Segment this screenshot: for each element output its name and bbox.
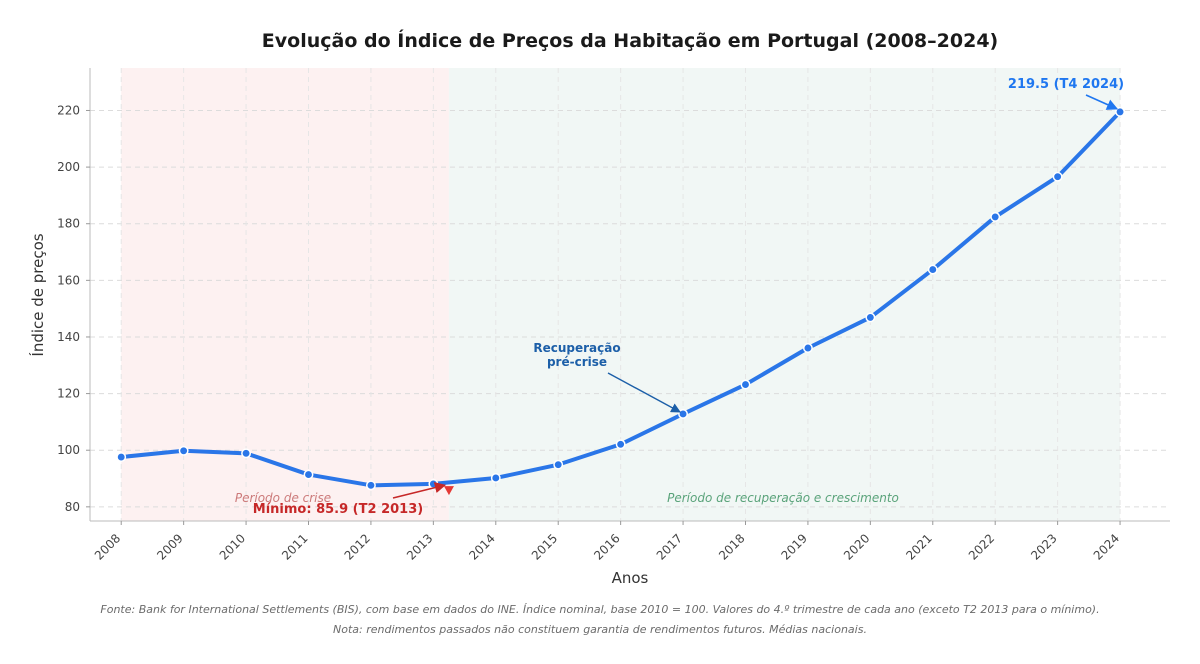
background-regions: [121, 68, 1121, 521]
x-tick-label: 2019: [779, 531, 810, 562]
x-tick-label: 2020: [841, 531, 872, 562]
x-tick-label: 2023: [1028, 531, 1059, 562]
axes: [89, 68, 1170, 522]
y-tick-label: 100: [57, 443, 80, 457]
y-tick-label: 200: [57, 160, 80, 174]
recovery-arrow: [607, 372, 681, 413]
data-point: [865, 312, 876, 323]
line-chart: Evolução do Índice de Preços da Habitaçã…: [28, 29, 1170, 587]
x-tick-label: 2013: [404, 531, 435, 562]
data-point: [116, 452, 127, 462]
y-tick-label: 120: [57, 387, 80, 401]
x-axis-label: Anos: [612, 569, 649, 587]
data-point: [615, 439, 626, 450]
data-point: [927, 264, 938, 275]
minimum-annotation: Mínimo: 85.9 (T2 2013): [253, 502, 423, 517]
data-point: [490, 473, 501, 483]
data-point: [740, 379, 751, 390]
y-tick-label: 180: [57, 217, 80, 231]
latest-annotation: 219.5 (T4 2024): [1008, 77, 1124, 92]
x-tick-label: 2015: [529, 531, 560, 562]
data-point: [365, 480, 376, 491]
y-tick-label: 160: [57, 273, 80, 287]
x-tick-label: 2014: [466, 531, 497, 562]
chart-title: Evolução do Índice de Preços da Habitaçã…: [262, 29, 998, 52]
region-label-crisis: Período de crise: [235, 491, 331, 505]
x-tick-label: 2017: [654, 531, 685, 562]
y-tick-label: 220: [57, 103, 80, 117]
y-axis-ticks: 80 100 120 140 160 180 200 220: [57, 103, 90, 514]
data-point: [303, 469, 314, 480]
y-tick-label: 140: [57, 330, 80, 344]
annotations: Período de crise Período de recuperação e…: [235, 77, 1124, 517]
data-point: [1052, 171, 1063, 182]
minimum-arrow: [392, 482, 447, 499]
data-point: [1115, 106, 1126, 117]
latest-arrow: [1085, 94, 1119, 110]
x-axis-ticks: 2008 2009 2010 2011 2012 2013 2014 2015 2016 2017…: [92, 521, 1122, 563]
data-point: [241, 448, 252, 459]
region-recovery: [448, 68, 1121, 521]
data-point: [178, 445, 189, 456]
source-footnote: Fonte: Bank for International Settlement…: [100, 603, 1100, 616]
data-point: [678, 409, 689, 419]
x-tick-label: 2024: [1091, 531, 1122, 562]
x-tick-label: 2008: [92, 531, 123, 562]
x-tick-label: 2016: [591, 531, 622, 562]
disclaimer-footnote: Nota: rendimentos passados não constitue…: [333, 623, 867, 636]
x-tick-label: 2011: [279, 531, 310, 562]
recovery-annotation-line2: pré-crise: [547, 355, 607, 369]
region-label-recovery: Período de recuperação e crescimento: [667, 491, 899, 505]
data-point: [802, 343, 813, 353]
recovery-annotation-line1: Recuperação: [533, 341, 620, 355]
x-tick-label: 2010: [217, 531, 248, 562]
x-tick-label: 2009: [154, 531, 185, 562]
minimum-marker: [443, 486, 454, 496]
x-tick-label: 2018: [716, 531, 747, 562]
x-tick-label: 2022: [966, 531, 997, 562]
gridlines: [90, 68, 1170, 521]
series-layer: [116, 106, 1126, 491]
region-crisis: [121, 68, 449, 521]
data-point: [990, 211, 1001, 222]
data-point: [553, 459, 564, 470]
y-tick-label: 80: [65, 500, 80, 514]
x-tick-label: 2021: [903, 531, 934, 562]
x-tick-label: 2012: [342, 531, 373, 562]
y-axis-label: Índice de preços: [28, 233, 47, 356]
